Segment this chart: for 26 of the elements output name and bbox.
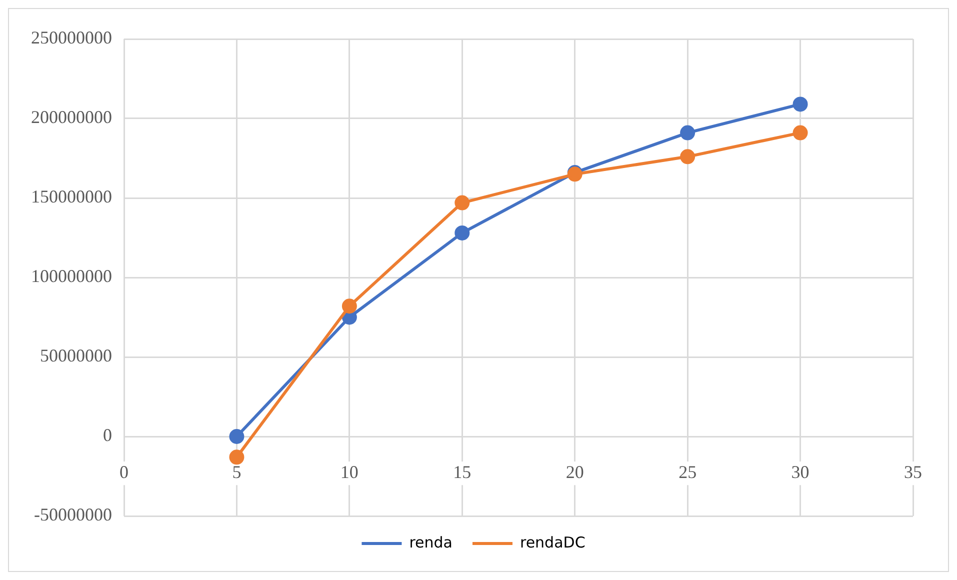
x-tick-label: 25: [678, 462, 697, 482]
y-tick-label: 200000000: [31, 107, 112, 128]
legend-label: renda: [409, 533, 452, 552]
y-tick-label: 50000000: [40, 346, 112, 366]
x-tick-label: 35: [904, 462, 922, 482]
point: [454, 225, 470, 240]
y-tick-label: 250000000: [31, 28, 112, 48]
y-tick-label: 0: [103, 425, 112, 446]
point: [454, 195, 470, 210]
point: [229, 429, 244, 444]
point: [792, 96, 808, 112]
x-tick-label: 30: [791, 462, 810, 482]
point: [680, 149, 696, 164]
x-tick-label: 20: [566, 462, 584, 482]
point: [342, 298, 357, 314]
x-tick-label: 10: [340, 462, 358, 482]
y-tick-label: 100000000: [31, 266, 112, 286]
point: [229, 450, 244, 465]
point: [792, 125, 808, 140]
y-tick-label: 150000000: [31, 186, 112, 207]
legend-label: rendaDC: [520, 533, 586, 552]
point: [680, 125, 696, 140]
y-tick-label: -50000000: [34, 504, 112, 525]
x-tick-label: 15: [453, 462, 472, 482]
x-tick-label: 5: [232, 462, 242, 482]
x-tick-label: 0: [120, 462, 128, 482]
